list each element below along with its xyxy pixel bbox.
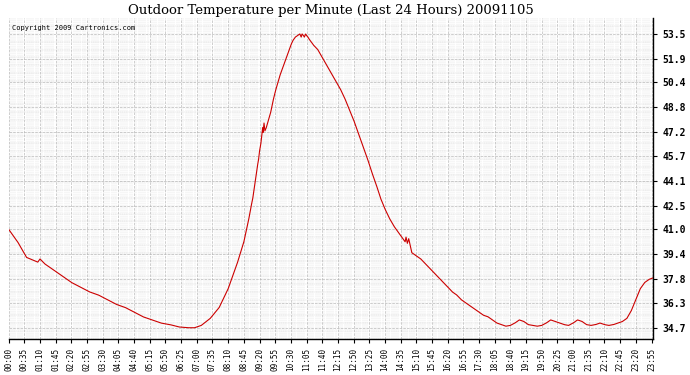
Title: Outdoor Temperature per Minute (Last 24 Hours) 20091105: Outdoor Temperature per Minute (Last 24 … xyxy=(128,4,534,17)
Text: Copyright 2009 Cartronics.com: Copyright 2009 Cartronics.com xyxy=(12,25,135,31)
